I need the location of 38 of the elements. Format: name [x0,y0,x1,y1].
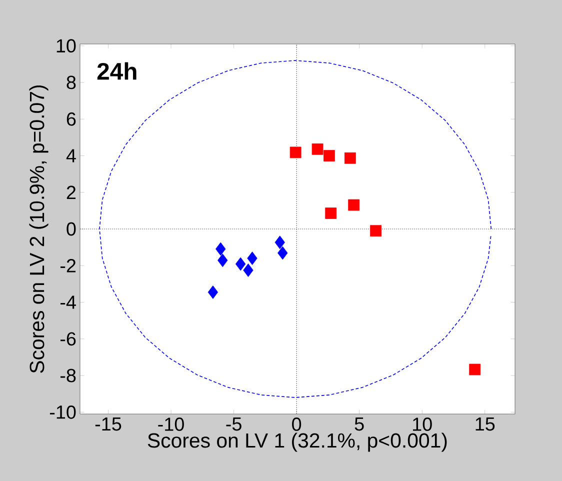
line-series [99,60,492,398]
point [235,257,246,271]
point [348,199,360,211]
y-tick-label: 0 [66,222,76,236]
x-tick-label: -10 [158,418,184,431]
y-tick-label: 2 [66,186,76,199]
point [243,264,254,277]
point [370,225,382,237]
point [208,285,218,299]
y-tick-label: 6 [66,112,76,126]
y-tick-label: -8 [60,368,76,382]
y-tick-label: -4 [60,296,76,309]
point [247,252,258,266]
point [325,208,337,219]
y-tick-label: 10 [56,39,76,53]
point [216,242,226,256]
x-tick-label: -15 [95,418,122,431]
point [312,143,324,155]
x-tick-label: 5 [354,418,364,431]
y-tick-label: -10 [50,405,76,419]
y-tick-label: -2 [60,259,76,272]
x-axis-title: Scores on LV 1 (32.1%, p<0.001) [148,432,447,452]
point [469,364,481,376]
annotation: 24h [97,62,136,80]
point [278,246,288,260]
x-tick-label: -5 [226,418,242,431]
point [218,254,228,268]
x-tick-label: 0 [292,418,302,431]
point [274,236,285,250]
y-tick-label: 8 [66,76,76,90]
y-axis-title: Scores on LV 2 (10.9%, p=0.07) [29,85,48,373]
x-tick-label: 15 [476,418,495,431]
point [344,152,356,164]
y-tick-label: -6 [60,332,76,346]
point [324,150,335,162]
x-tick-label: 10 [413,418,432,431]
point [290,146,302,158]
y-tick-label: 4 [66,149,76,162]
